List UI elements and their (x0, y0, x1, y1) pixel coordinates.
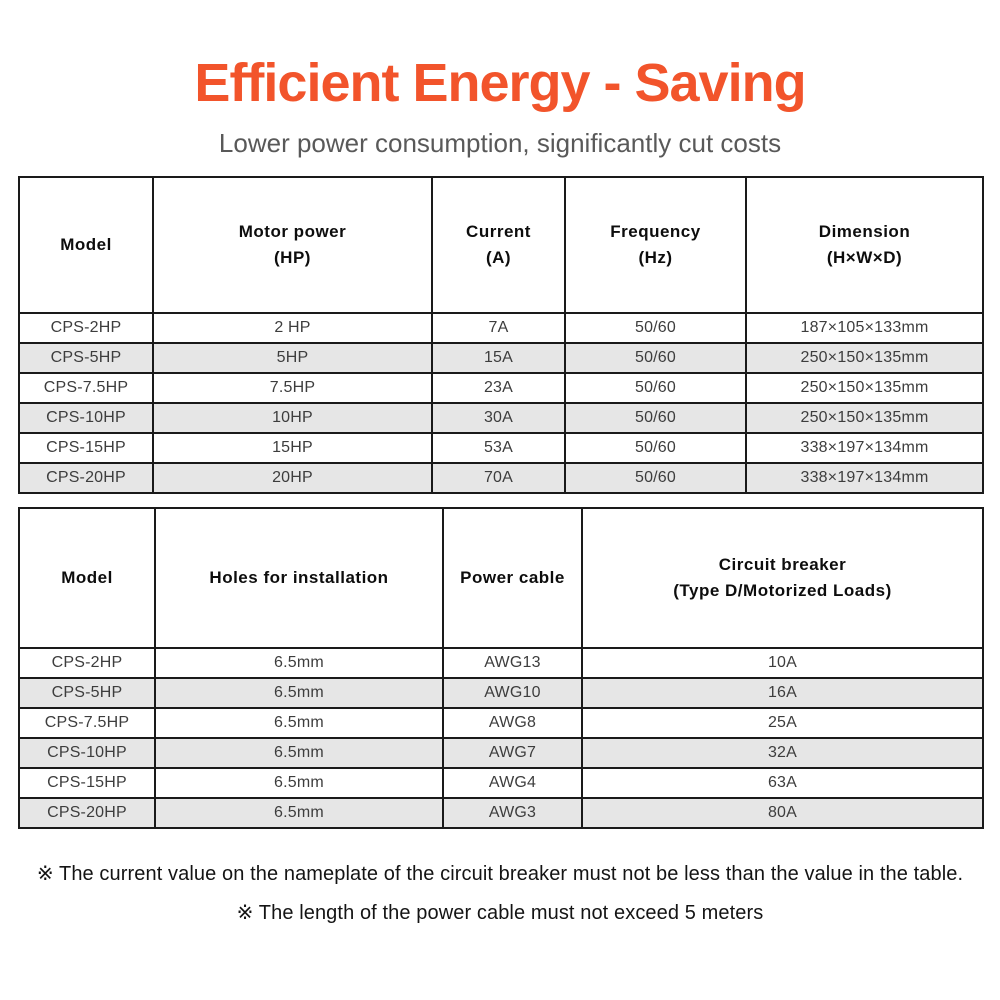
table-cell: CPS-10HP (18, 737, 156, 770)
table-cell: AWG3 (442, 797, 583, 830)
table-row: CPS-5HP 6.5mm AWG10 16A (18, 677, 984, 710)
table-cell: CPS-7.5HP (18, 372, 154, 405)
column-header: Frequency (Hz) (564, 176, 747, 315)
table-cell: 10HP (152, 402, 433, 435)
column-header: Holes for installation (154, 507, 444, 650)
installation-table-header-row: Model Holes for installation Power cable Ci… (18, 507, 984, 650)
table-cell: 338×197×134mm (745, 462, 984, 495)
table-cell: 250×150×135mm (745, 342, 984, 375)
table-cell: 187×105×133mm (745, 312, 984, 345)
table-cell: 63A (581, 767, 984, 800)
table-cell: 6.5mm (154, 767, 444, 800)
table-cell: 6.5mm (154, 707, 444, 740)
table-row: CPS-10HP 6.5mm AWG7 32A (18, 737, 984, 770)
column-header: Motor power (HP) (152, 176, 433, 315)
table-cell: 338×197×134mm (745, 432, 984, 465)
table-cell: 50/60 (564, 462, 747, 495)
table-cell: 10A (581, 647, 984, 680)
page-subtitle: Lower power consumption, significantly c… (218, 128, 782, 159)
table-row: CPS-10HP 10HP 30A 50/60 250×150×135mm (18, 402, 984, 435)
table-cell: 50/60 (564, 432, 747, 465)
footnote-circuit-breaker: ※ The current value on the nameplate of … (36, 863, 964, 886)
electrical-spec-table: Model Motor power (HP) Current (A) Frequency(… (18, 176, 984, 495)
table-cell: 50/60 (564, 342, 747, 375)
table-row: CPS-5HP 5HP 15A 50/60 250×150×135mm (18, 342, 984, 375)
table-cell: 50/60 (564, 312, 747, 345)
installation-table-body: CPS-2HP 6.5mm AWG13 10A CPS-5HP 6.5mm AWG10 16A… (18, 647, 984, 830)
table-row: CPS-15HP 6.5mm AWG4 63A (18, 767, 984, 800)
table-cell: 15A (431, 342, 566, 375)
table-cell: CPS-2HP (18, 647, 156, 680)
table-cell: AWG4 (442, 767, 583, 800)
column-header: Power cable (442, 507, 583, 650)
table-cell: 23A (431, 372, 566, 405)
table-cell: CPS-2HP (18, 312, 154, 345)
table-cell: CPS-5HP (18, 342, 154, 375)
table-row: CPS-20HP 20HP 70A 50/60 338×197×134mm (18, 462, 984, 495)
table-cell: 15HP (152, 432, 433, 465)
table-cell: CPS-5HP (18, 677, 156, 710)
table-cell: CPS-15HP (18, 767, 156, 800)
table-cell: AWG7 (442, 737, 583, 770)
column-header: Dimension (H×W×D) (745, 176, 984, 315)
table-cell: 7.5HP (152, 372, 433, 405)
table-cell: 16A (581, 677, 984, 710)
table-cell: 50/60 (564, 402, 747, 435)
table-cell: AWG8 (442, 707, 583, 740)
table-cell: AWG10 (442, 677, 583, 710)
table-cell: 32A (581, 737, 984, 770)
table-cell: 6.5mm (154, 677, 444, 710)
table-row: CPS-20HP 6.5mm AWG3 80A (18, 797, 984, 830)
table-cell: 250×150×135mm (745, 372, 984, 405)
table-cell: 20HP (152, 462, 433, 495)
table-row: CPS-2HP 2 HP 7A 50/60 187×105×133mm (18, 312, 984, 345)
footnote-power-cable: ※ The length of the power cable must not… (236, 902, 764, 925)
table-cell: CPS-20HP (18, 797, 156, 830)
electrical-table-header-row: Model Motor power (HP) Current (A) Frequency(… (18, 176, 984, 315)
table-cell: 50/60 (564, 372, 747, 405)
table-cell: 6.5mm (154, 797, 444, 830)
column-header: Circuit breaker (Type D/Motorized Loads) (581, 507, 984, 650)
table-cell: CPS-10HP (18, 402, 154, 435)
installation-spec-table: Model Holes for installation Power cable Ci… (18, 507, 984, 830)
table-cell: 80A (581, 797, 984, 830)
table-cell: CPS-20HP (18, 462, 154, 495)
table-cell: 30A (431, 402, 566, 435)
table-cell: 250×150×135mm (745, 402, 984, 435)
column-header: Model (18, 176, 154, 315)
table-cell: 2 HP (152, 312, 433, 345)
table-row: CPS-15HP 15HP 53A 50/60 338×197×134mm (18, 432, 984, 465)
table-cell: 70A (431, 462, 566, 495)
table-cell: 7A (431, 312, 566, 345)
page-title: Efficient Energy - Saving (194, 53, 806, 113)
table-row: CPS-2HP 6.5mm AWG13 10A (18, 647, 984, 680)
electrical-table-body: CPS-2HP 2 HP 7A 50/60 187×105×133mm CPS-5HP 5H… (18, 312, 984, 495)
table-cell: 25A (581, 707, 984, 740)
table-cell: CPS-7.5HP (18, 707, 156, 740)
table-cell: 6.5mm (154, 737, 444, 770)
table-row: CPS-7.5HP 7.5HP 23A 50/60 250×150×135mm (18, 372, 984, 405)
table-cell: 5HP (152, 342, 433, 375)
table-cell: CPS-15HP (18, 432, 154, 465)
table-cell: 53A (431, 432, 566, 465)
table-cell: AWG13 (442, 647, 583, 680)
table-cell: 6.5mm (154, 647, 444, 680)
column-header: Current (A) (431, 176, 566, 315)
column-header: Model (18, 507, 156, 650)
table-row: CPS-7.5HP 6.5mm AWG8 25A (18, 707, 984, 740)
